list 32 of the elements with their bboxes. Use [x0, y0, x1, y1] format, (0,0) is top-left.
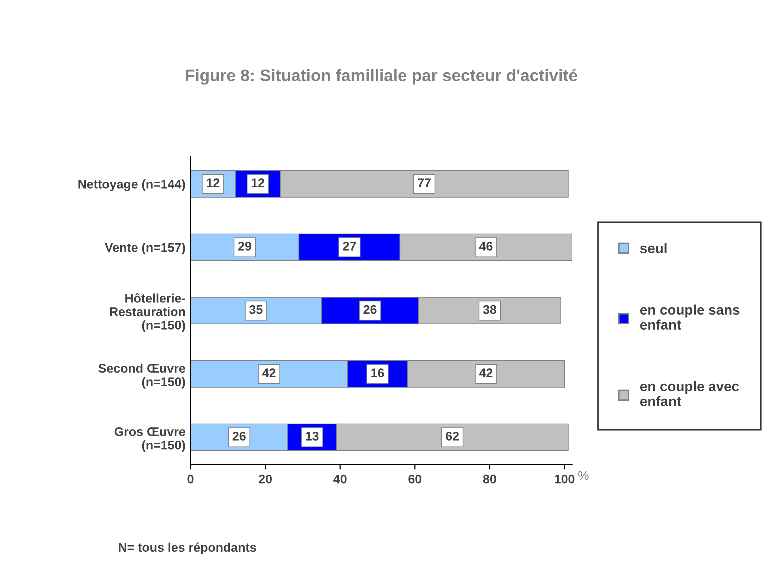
legend-label: en couple sans enfant — [640, 304, 740, 330]
data-label: 46 — [479, 242, 493, 251]
data-label: 12 — [252, 178, 265, 188]
y-tick-label: Vente (n=157) — [105, 242, 186, 255]
x-tick-label: 60 — [408, 474, 422, 484]
y-tick-label: Gros Œuvre (n=150) — [114, 427, 186, 452]
data-label: 26 — [364, 305, 377, 314]
data-label: 42 — [262, 368, 276, 378]
text: N= tous les répondants — [119, 542, 256, 555]
legend-label: en couple avec enfant — [640, 381, 740, 406]
data-label: 13 — [306, 432, 319, 441]
data-label: 77 — [418, 178, 431, 188]
chart-title: Figure 8: Situation familliale par secteur d'activité — [186, 69, 578, 85]
y-tick-label: Second Œuvre (n=150) — [98, 364, 186, 389]
data-label: 12 — [207, 178, 220, 188]
data-label: 16 — [372, 368, 384, 378]
x-axis-title: % — [578, 471, 589, 480]
data-label: 38 — [483, 305, 497, 314]
y-tick-label: Nettoyage (n=144) — [78, 180, 186, 192]
x-tick-label: 0 — [188, 474, 194, 484]
data-label: 27 — [343, 242, 356, 251]
data-label: 42 — [479, 368, 493, 378]
data-label: 35 — [250, 305, 263, 314]
x-tick-label: 100 — [555, 474, 575, 484]
data-label: 26 — [232, 432, 246, 441]
y-tick-label: Hôtellerie- Restauration (n=150) — [110, 293, 186, 332]
x-tick-label: 80 — [483, 474, 496, 484]
legend-label: seul — [640, 243, 667, 254]
data-label: 62 — [446, 432, 460, 441]
x-tick-label: 20 — [259, 474, 272, 484]
x-tick-label: 40 — [334, 474, 347, 484]
data-label: 29 — [238, 242, 252, 251]
